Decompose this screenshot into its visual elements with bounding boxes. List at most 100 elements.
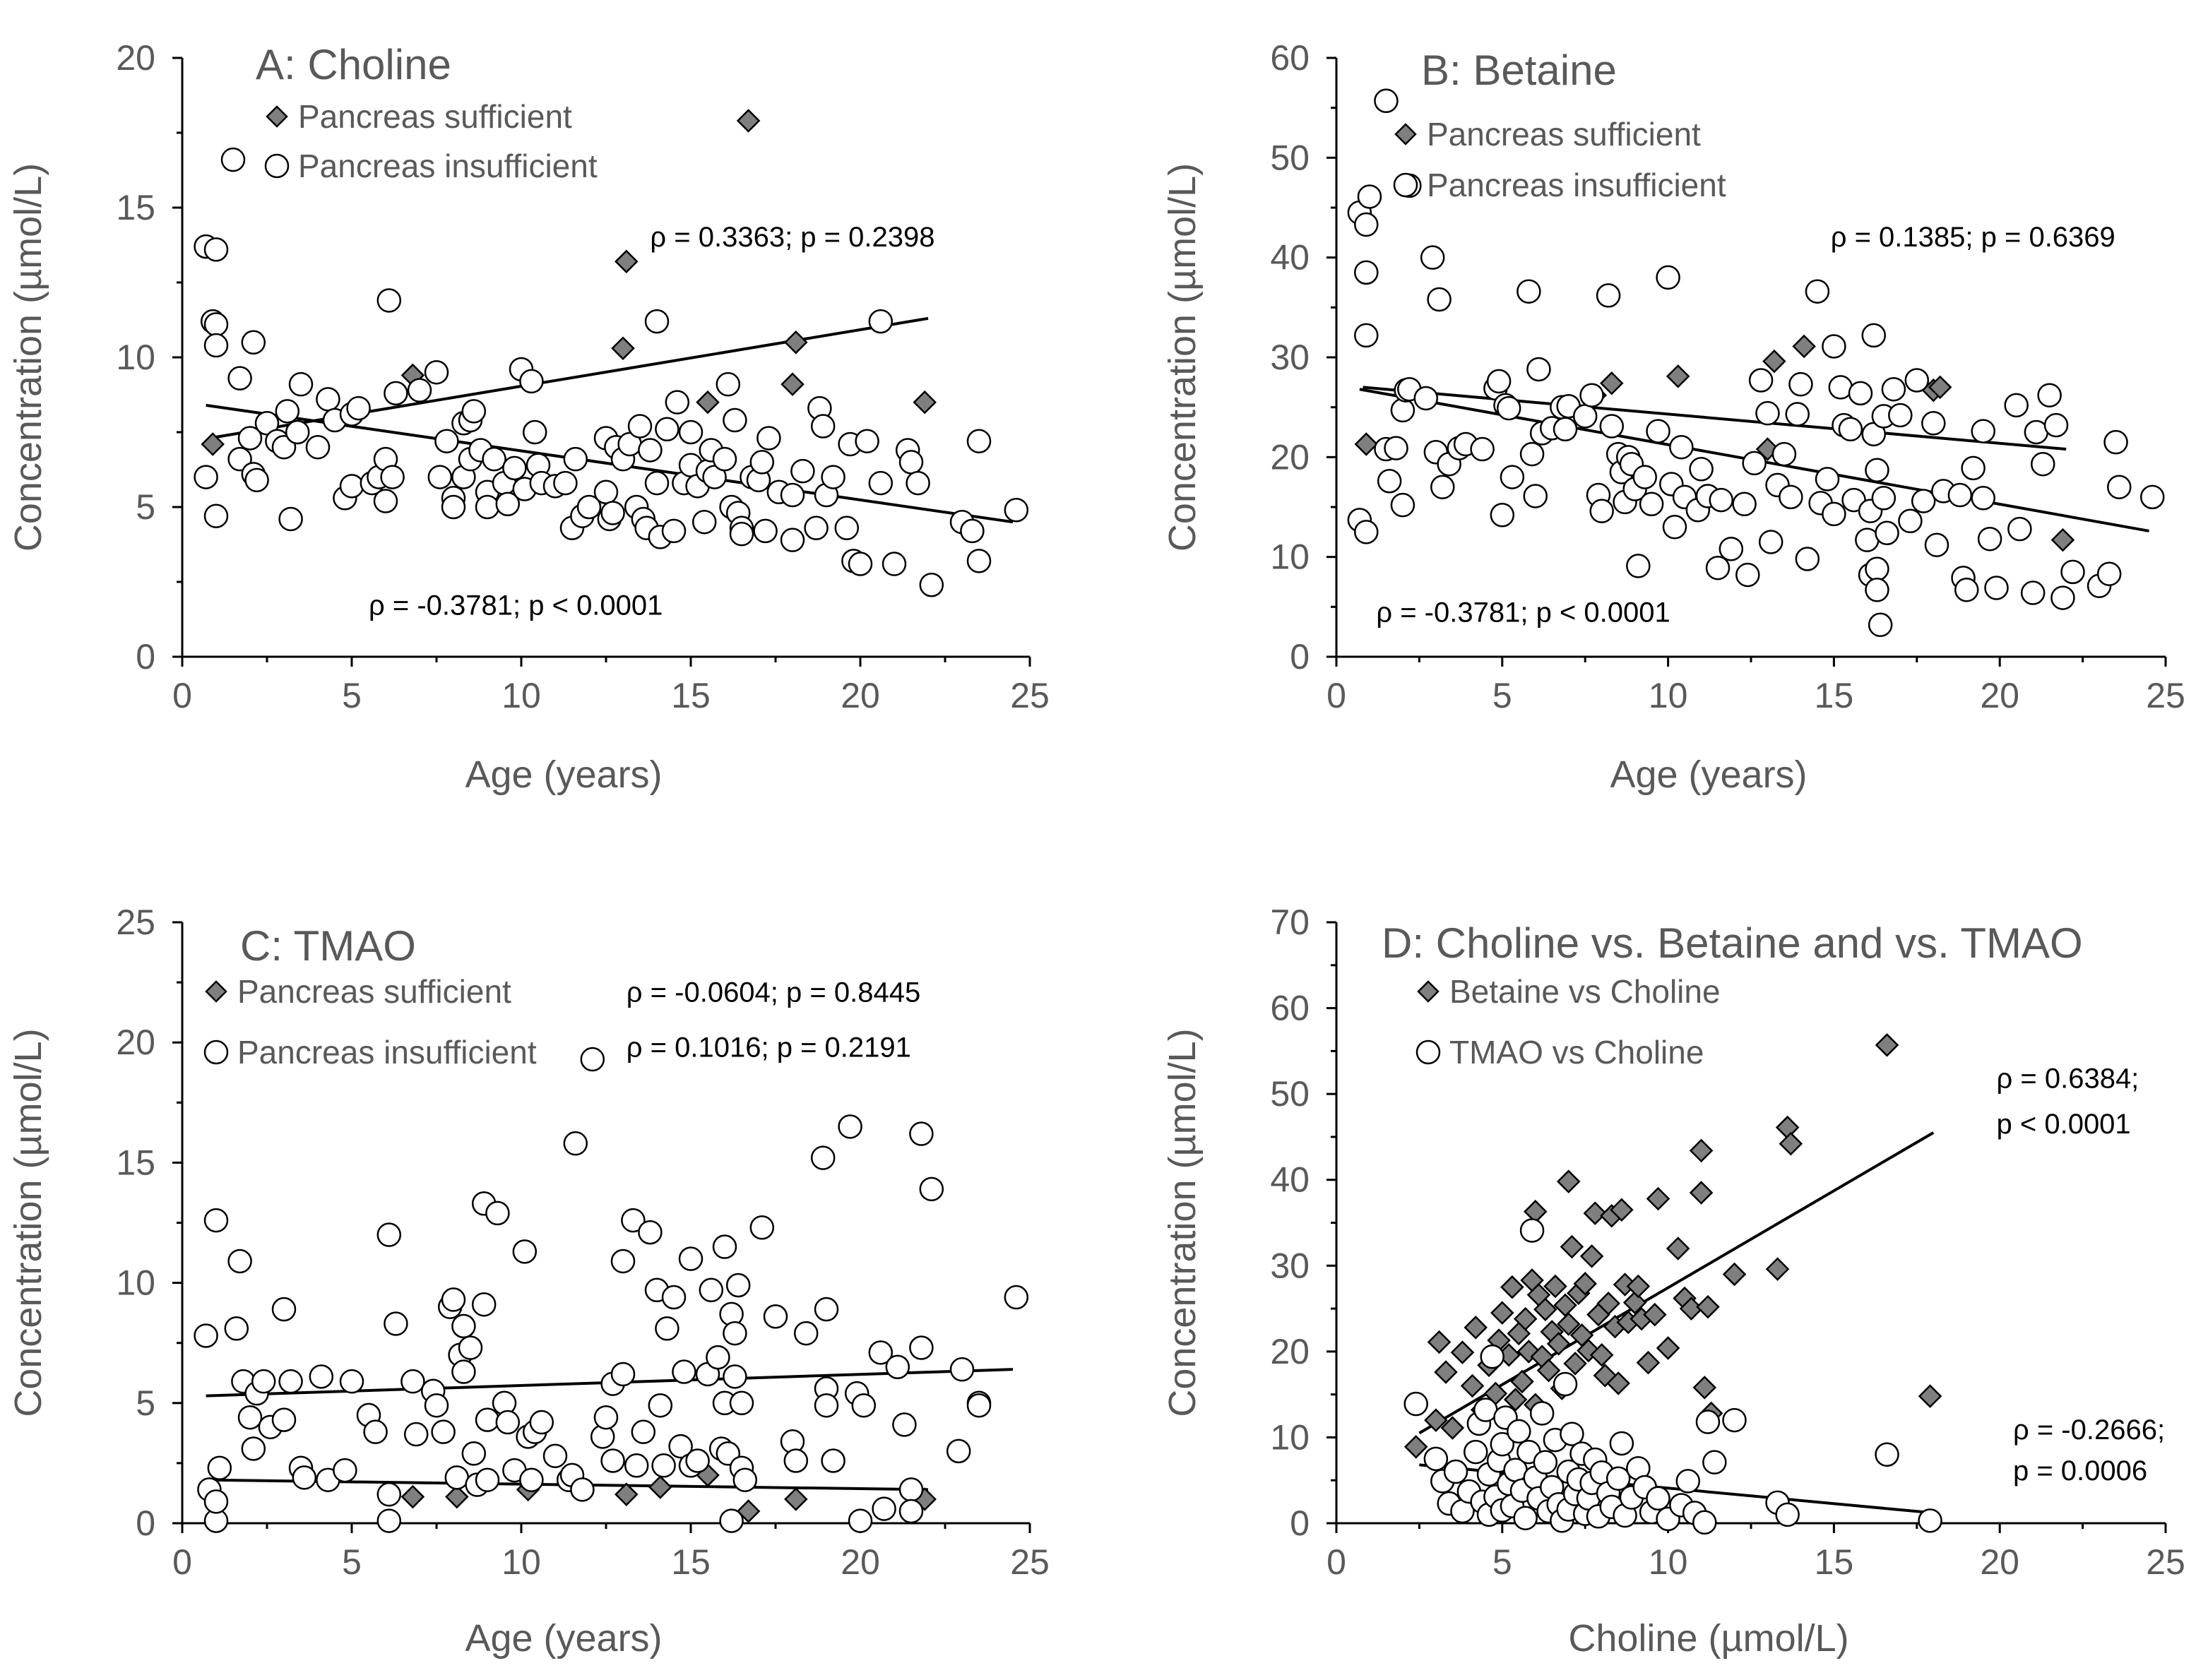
data-point-circle	[1526, 357, 1551, 382]
data-point-circle	[1918, 1508, 1942, 1533]
data-point-circle	[1785, 402, 1810, 427]
data-point-circle	[725, 1273, 751, 1298]
data-point-circle	[1904, 368, 1930, 393]
data-point-circle	[638, 1220, 663, 1245]
y-tick-label: 5	[136, 487, 155, 527]
x-axis-label: Age (years)	[465, 1617, 662, 1660]
data-point-circle	[919, 572, 944, 597]
data-point-circle	[610, 1249, 636, 1274]
data-point-circle	[203, 333, 229, 358]
data-point-circle	[729, 521, 754, 547]
data-point-circle	[1519, 441, 1545, 467]
data-point-circle	[1771, 441, 1797, 467]
x-axis-label: Age (years)	[465, 753, 662, 796]
data-point-diamond	[1354, 432, 1379, 456]
x-tick-label: 5	[1492, 676, 1512, 715]
data-point-diamond	[1928, 375, 1952, 400]
data-point-circle	[655, 1316, 679, 1341]
data-point-diamond	[1875, 1033, 1899, 1057]
data-point-circle	[1516, 279, 1541, 304]
y-tick-label: 20	[116, 38, 155, 78]
stat-annotation: ρ = 0.1385; p = 0.6369	[1831, 222, 2115, 253]
data-point-circle	[1384, 436, 1408, 460]
y-tick-label: 25	[116, 902, 155, 942]
data-point-circle	[512, 1239, 538, 1264]
data-point-circle	[729, 1390, 754, 1416]
data-point-circle	[2007, 516, 2032, 542]
data-point-circle	[1921, 411, 1946, 436]
data-point-circle	[610, 1362, 636, 1387]
x-tick-label: 5	[342, 676, 362, 715]
data-point-circle	[1500, 465, 1525, 489]
data-point-circle	[244, 467, 269, 493]
y-tick-label: 0	[1290, 1503, 1310, 1543]
data-point-circle	[1705, 555, 1731, 580]
data-point-diamond	[1556, 1312, 1581, 1336]
data-point-circle	[1480, 1344, 1504, 1369]
data-point-diamond	[1626, 1274, 1651, 1299]
y-tick-label: 20	[1270, 437, 1310, 477]
x-axis-label: Age (years)	[1610, 753, 1807, 796]
data-point-circle	[2020, 580, 2046, 605]
data-point-diamond	[1656, 1336, 1680, 1360]
legend-diamond-marker	[266, 105, 288, 128]
data-point-circle	[237, 1405, 263, 1430]
data-point-diamond	[696, 390, 720, 415]
data-point-circle	[227, 1249, 252, 1274]
panel-title: A: Choline	[256, 41, 451, 88]
data-point-circle	[1507, 1419, 1531, 1444]
data-point-circle	[471, 1292, 497, 1317]
data-point-circle	[1596, 283, 1621, 308]
data-point-diamond	[445, 1484, 469, 1509]
data-point-circle	[1639, 492, 1664, 517]
x-tick-label: 25	[2146, 1542, 2185, 1582]
data-point-circle	[706, 1345, 730, 1370]
data-point-circle	[1354, 260, 1379, 285]
data-point-circle	[576, 494, 602, 520]
data-point-circle	[522, 419, 547, 445]
data-point-circle	[495, 492, 521, 517]
data-point-circle	[1403, 1391, 1428, 1417]
data-point-circle	[1758, 530, 1783, 554]
data-point-circle	[288, 371, 314, 397]
legend-diamond-marker	[205, 980, 227, 1003]
data-point-circle	[644, 470, 670, 496]
data-point-circle	[723, 1364, 747, 1389]
data-point-circle	[814, 1297, 839, 1322]
data-point-diamond	[611, 336, 635, 361]
x-tick-label: 25	[2146, 676, 2185, 715]
data-point-circle	[1646, 419, 1670, 443]
x-tick-label: 0	[1326, 676, 1346, 715]
x-tick-label: 20	[841, 676, 880, 715]
data-point-circle	[1984, 576, 2009, 600]
data-point-circle	[553, 470, 578, 496]
legend-label: Pancreas insufficient	[298, 148, 598, 184]
data-point-circle	[275, 399, 300, 424]
data-point-circle	[1865, 556, 1889, 581]
data-point-circle	[376, 288, 402, 313]
data-point-circle	[1775, 1502, 1800, 1527]
data-point-diamond	[1513, 1306, 1538, 1331]
data-point-circle	[838, 1114, 862, 1139]
data-point-diamond	[1636, 1350, 1661, 1375]
legend-circle-marker	[264, 153, 290, 179]
data-point-circle	[434, 429, 459, 453]
data-point-circle	[678, 419, 704, 445]
x-tick-label: 0	[172, 676, 192, 715]
data-point-circle	[1838, 417, 1863, 442]
data-point-circle	[1971, 419, 1995, 443]
data-point-diamond	[1689, 1181, 1714, 1205]
data-point-circle	[790, 458, 815, 484]
stat-annotation: ρ = 0.1016; p = 0.2191	[627, 1032, 911, 1064]
data-point-circle	[203, 237, 229, 262]
data-point-diamond	[1460, 1374, 1485, 1398]
data-point-circle	[960, 518, 985, 544]
data-point-circle	[1420, 245, 1445, 270]
data-point-circle	[1579, 383, 1604, 407]
data-point-diamond	[1596, 1292, 1620, 1316]
data-point-circle	[271, 1297, 297, 1322]
stat-annotation: ρ = 0.6384;	[1997, 1064, 2139, 1095]
data-point-circle	[1470, 436, 1495, 462]
data-point-circle	[1599, 414, 1625, 439]
